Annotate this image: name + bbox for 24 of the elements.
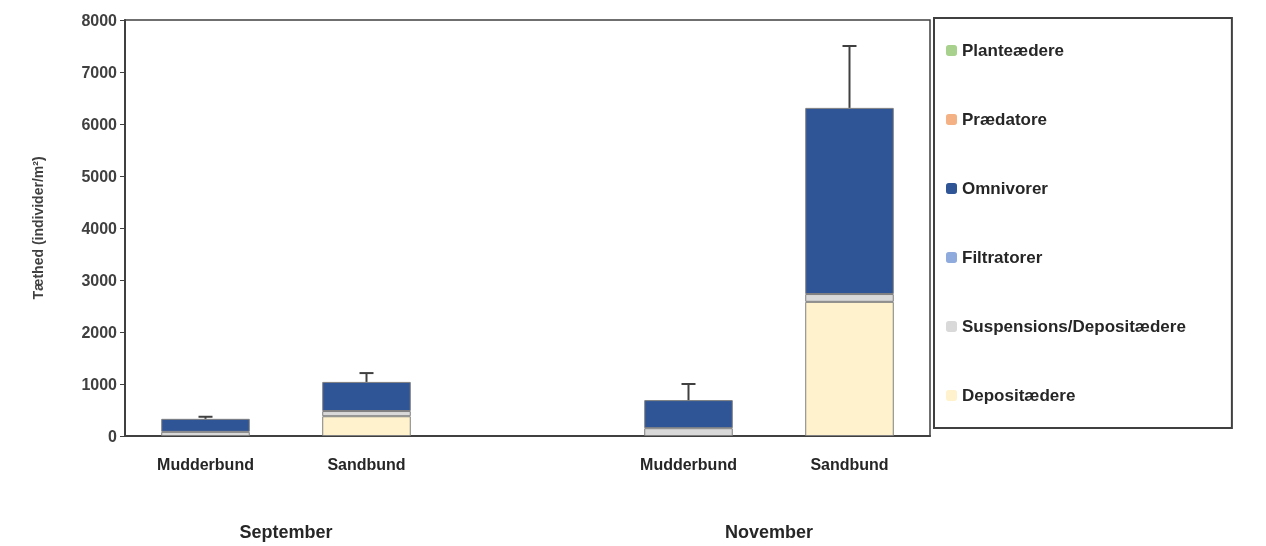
y-tick-label: 1000 (81, 375, 118, 393)
y-tick-label: 8000 (81, 11, 118, 29)
y-tick-label: 6000 (81, 115, 118, 133)
y-axis-title: Tæthed (individer/m²) (30, 156, 46, 300)
legend-label: Suspensions/Depositædere (962, 317, 1186, 336)
legend-label: Prædatore (962, 110, 1048, 129)
legend-label: Filtratorer (962, 248, 1043, 267)
x-tick-label: Sandbund (327, 455, 406, 473)
x-tick-label: Sandbund (810, 455, 889, 473)
x-tick-label: Mudderbund (640, 455, 737, 473)
x-tick-label: Mudderbund (157, 455, 254, 473)
legend-label: Depositædere (962, 386, 1076, 405)
y-tick-label: 5000 (81, 167, 118, 185)
text: November (724, 522, 814, 542)
bar (161, 418, 250, 432)
y-tick-label: 3000 (81, 271, 118, 289)
legend-label: Planteædere (962, 41, 1065, 60)
legend-label: Omnivorer (962, 179, 1049, 198)
y-tick-label: 2000 (81, 323, 118, 341)
y-tick-label: 4000 (81, 219, 118, 237)
y-tick-label: 0 (108, 427, 118, 445)
bar (322, 381, 411, 412)
y-tick-label: 7000 (81, 63, 118, 81)
text: September (239, 522, 333, 542)
